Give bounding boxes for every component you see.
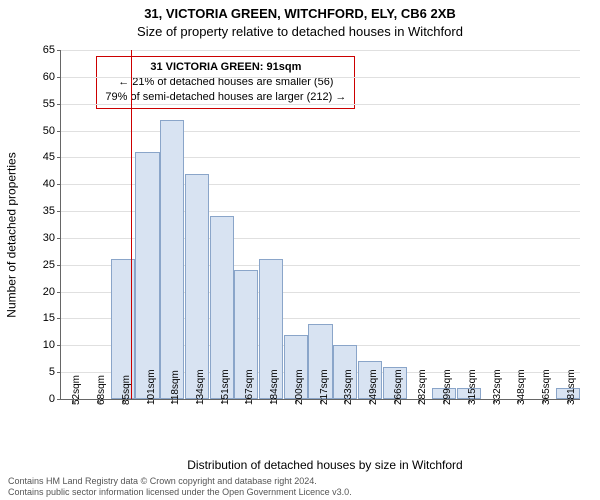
ytick-label: 45 bbox=[43, 151, 55, 163]
ytick-label: 5 bbox=[49, 366, 55, 378]
y-axis-label-container: Number of detached properties bbox=[4, 50, 20, 420]
ytick-label: 25 bbox=[43, 259, 55, 271]
xtick-label: 299sqm bbox=[442, 369, 453, 405]
y-axis-label: Number of detached properties bbox=[5, 152, 19, 317]
xtick-label: 315sqm bbox=[467, 369, 478, 405]
ytick-mark bbox=[57, 211, 61, 212]
ytick-label: 35 bbox=[43, 205, 55, 217]
gridline bbox=[61, 104, 580, 105]
plot-area: 31 VICTORIA GREEN: 91sqm ← 21% of detach… bbox=[60, 50, 580, 400]
callout-line3: 79% of semi-detached houses are larger (… bbox=[105, 90, 346, 105]
ytick-label: 20 bbox=[43, 286, 55, 298]
ytick-mark bbox=[57, 265, 61, 266]
ytick-label: 55 bbox=[43, 98, 55, 110]
footer-line1: Contains HM Land Registry data © Crown c… bbox=[8, 476, 592, 487]
marker-line bbox=[131, 50, 132, 399]
ytick-mark bbox=[57, 399, 61, 400]
histogram-bar bbox=[185, 174, 209, 400]
xtick-label: 68sqm bbox=[96, 375, 107, 405]
ytick-label: 15 bbox=[43, 312, 55, 324]
xtick-label: 217sqm bbox=[319, 369, 330, 405]
xtick-label: 233sqm bbox=[343, 369, 354, 405]
ytick-mark bbox=[57, 372, 61, 373]
callout-line1: 31 VICTORIA GREEN: 91sqm bbox=[105, 60, 346, 75]
ytick-mark bbox=[57, 131, 61, 132]
ytick-mark bbox=[57, 184, 61, 185]
chart-title-line2: Size of property relative to detached ho… bbox=[0, 24, 600, 39]
ytick-label: 0 bbox=[49, 393, 55, 405]
xtick-label: 52sqm bbox=[71, 375, 82, 405]
footer: Contains HM Land Registry data © Crown c… bbox=[8, 476, 592, 499]
ytick-mark bbox=[57, 292, 61, 293]
ytick-mark bbox=[57, 104, 61, 105]
ytick-label: 30 bbox=[43, 232, 55, 244]
ytick-mark bbox=[57, 318, 61, 319]
ytick-mark bbox=[57, 77, 61, 78]
xtick-label: 365sqm bbox=[541, 369, 552, 405]
ytick-mark bbox=[57, 50, 61, 51]
ytick-mark bbox=[57, 238, 61, 239]
chart-title-line1: 31, VICTORIA GREEN, WITCHFORD, ELY, CB6 … bbox=[0, 6, 600, 21]
xtick-label: 332sqm bbox=[492, 369, 503, 405]
ytick-label: 65 bbox=[43, 44, 55, 56]
ytick-label: 40 bbox=[43, 178, 55, 190]
histogram-bar bbox=[160, 120, 184, 399]
xtick-label: 167sqm bbox=[244, 369, 255, 405]
xtick-label: 85sqm bbox=[121, 375, 132, 405]
ytick-mark bbox=[57, 157, 61, 158]
ytick-label: 10 bbox=[43, 339, 55, 351]
xtick-label: 184sqm bbox=[269, 369, 280, 405]
histogram-bar bbox=[135, 152, 159, 399]
xtick-label: 381sqm bbox=[566, 369, 577, 405]
gridline bbox=[61, 50, 580, 51]
marker-callout: 31 VICTORIA GREEN: 91sqm ← 21% of detach… bbox=[96, 56, 355, 109]
ytick-label: 60 bbox=[43, 71, 55, 83]
xtick-label: 249sqm bbox=[368, 369, 379, 405]
ytick-label: 50 bbox=[43, 125, 55, 137]
xtick-label: 282sqm bbox=[417, 369, 428, 405]
xtick-label: 200sqm bbox=[294, 369, 305, 405]
gridline bbox=[61, 77, 580, 78]
footer-line2: Contains public sector information licen… bbox=[8, 487, 592, 498]
x-axis-label: Distribution of detached houses by size … bbox=[60, 458, 590, 472]
xtick-label: 101sqm bbox=[146, 369, 157, 405]
xtick-label: 266sqm bbox=[393, 369, 404, 405]
xtick-label: 151sqm bbox=[220, 369, 231, 405]
xtick-label: 134sqm bbox=[195, 369, 206, 405]
xtick-label: 118sqm bbox=[170, 370, 181, 405]
ytick-mark bbox=[57, 345, 61, 346]
xtick-label: 348sqm bbox=[516, 369, 527, 405]
gridline bbox=[61, 131, 580, 132]
